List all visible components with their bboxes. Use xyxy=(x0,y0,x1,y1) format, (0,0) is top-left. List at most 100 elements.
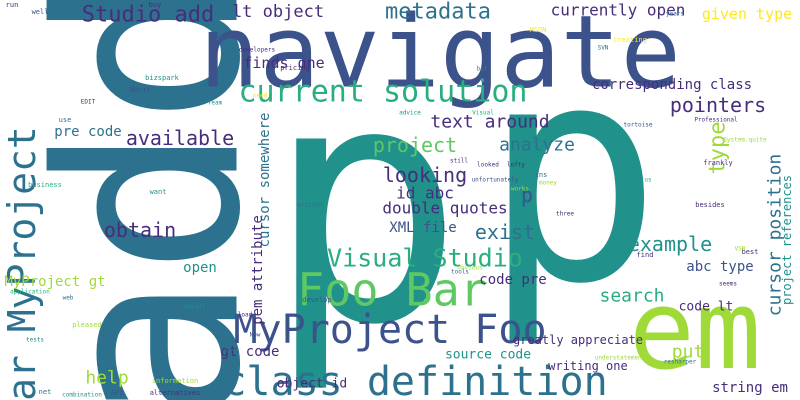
word: well xyxy=(32,8,49,16)
word: Professional xyxy=(694,117,738,124)
word: pleased xyxy=(72,321,102,329)
word: Now xyxy=(250,332,261,339)
word: object id xyxy=(277,377,347,392)
word: cursor somewhere xyxy=(257,113,273,248)
word: ins xyxy=(535,171,548,179)
word: put xyxy=(672,342,705,363)
word: em xyxy=(629,266,761,394)
word: analyze xyxy=(499,135,575,156)
word: information xyxy=(152,377,198,385)
word: greatly appreciate xyxy=(513,333,643,347)
word: help xyxy=(85,368,128,389)
word: application xyxy=(10,289,50,296)
word: Visual xyxy=(472,110,494,117)
word: SVN xyxy=(598,45,609,52)
word: abc type xyxy=(686,259,753,275)
word: MyProject Foo xyxy=(233,307,546,353)
word: search xyxy=(599,286,664,307)
word: MyProject gt xyxy=(4,274,105,290)
word: p xyxy=(266,13,465,397)
word: Team xyxy=(208,100,223,107)
word: code pre xyxy=(479,272,546,288)
word: given type xyxy=(702,5,792,23)
word: looked xyxy=(477,162,499,169)
word: alternatives xyxy=(150,389,201,397)
word: develop xyxy=(302,296,332,304)
word: writing one xyxy=(548,359,627,373)
word: text around xyxy=(430,112,549,133)
word: find xyxy=(637,251,654,259)
word: obvious xyxy=(457,265,483,272)
word: need xyxy=(253,93,268,100)
word: pointers xyxy=(670,93,766,117)
word: metadata xyxy=(385,0,491,25)
word: tests xyxy=(26,337,44,344)
word: example xyxy=(628,232,712,256)
word: project references xyxy=(780,175,794,305)
word: looking xyxy=(383,163,467,187)
word: developers xyxy=(239,47,276,54)
word: combination xyxy=(62,392,102,399)
word: cursor position xyxy=(765,154,786,317)
word: understatement xyxy=(595,355,646,362)
word: id abc xyxy=(396,184,454,203)
word: navigate xyxy=(199,0,681,111)
word: unfortunately xyxy=(472,177,519,184)
word: source code xyxy=(445,348,531,363)
word: NUnit xyxy=(129,86,150,94)
word: finds one xyxy=(243,54,324,72)
word: net xyxy=(39,388,52,396)
word: tortoise xyxy=(624,122,653,129)
word: thus xyxy=(225,347,240,354)
word: us xyxy=(644,177,652,184)
word: project xyxy=(373,133,457,157)
word: code lt xyxy=(679,300,734,315)
word: pricing xyxy=(280,64,310,72)
word: advice xyxy=(399,110,421,117)
word: gt code xyxy=(220,344,279,360)
word: bit xyxy=(477,66,488,73)
word: lofty xyxy=(507,162,525,169)
word: System.quite xyxy=(723,137,767,144)
word: resharper xyxy=(664,359,697,366)
word: bizspark xyxy=(145,74,180,82)
word: Studio add xyxy=(82,3,214,28)
word: EDIT xyxy=(81,99,96,106)
word: string em xyxy=(712,380,788,396)
word: open xyxy=(183,260,217,276)
word: business xyxy=(28,181,62,189)
word: Bar MyProject xyxy=(0,126,44,400)
word: VSN xyxy=(735,246,746,253)
word: type xyxy=(706,122,731,175)
word: Visual Studio xyxy=(327,244,523,273)
word: API xyxy=(111,389,124,397)
word: three xyxy=(556,211,574,218)
word: XML file xyxy=(389,220,456,236)
word: best xyxy=(742,248,759,256)
word: double quotes xyxy=(382,199,507,218)
word: load xyxy=(238,312,253,319)
word: pre code xyxy=(54,124,121,140)
word: p xyxy=(482,1,663,350)
word: written xyxy=(297,202,323,209)
word: enroll xyxy=(184,304,206,311)
word: seems xyxy=(719,281,737,288)
word: creating xyxy=(613,36,647,44)
word: lt object xyxy=(232,2,324,22)
word: current solution xyxy=(239,75,528,110)
word: available xyxy=(126,126,234,150)
word: buy xyxy=(149,1,162,9)
word: p xyxy=(521,183,533,207)
word: use xyxy=(59,116,72,124)
word: add xyxy=(5,0,296,400)
word: years xyxy=(666,11,684,18)
word: tools xyxy=(451,269,469,276)
word: currently open xyxy=(551,1,686,20)
word: frankly xyxy=(703,159,733,167)
word: web xyxy=(63,295,74,302)
word: money xyxy=(539,180,557,187)
word: still xyxy=(450,158,468,165)
word: besides xyxy=(695,201,725,209)
word: pem attribute xyxy=(250,215,266,325)
